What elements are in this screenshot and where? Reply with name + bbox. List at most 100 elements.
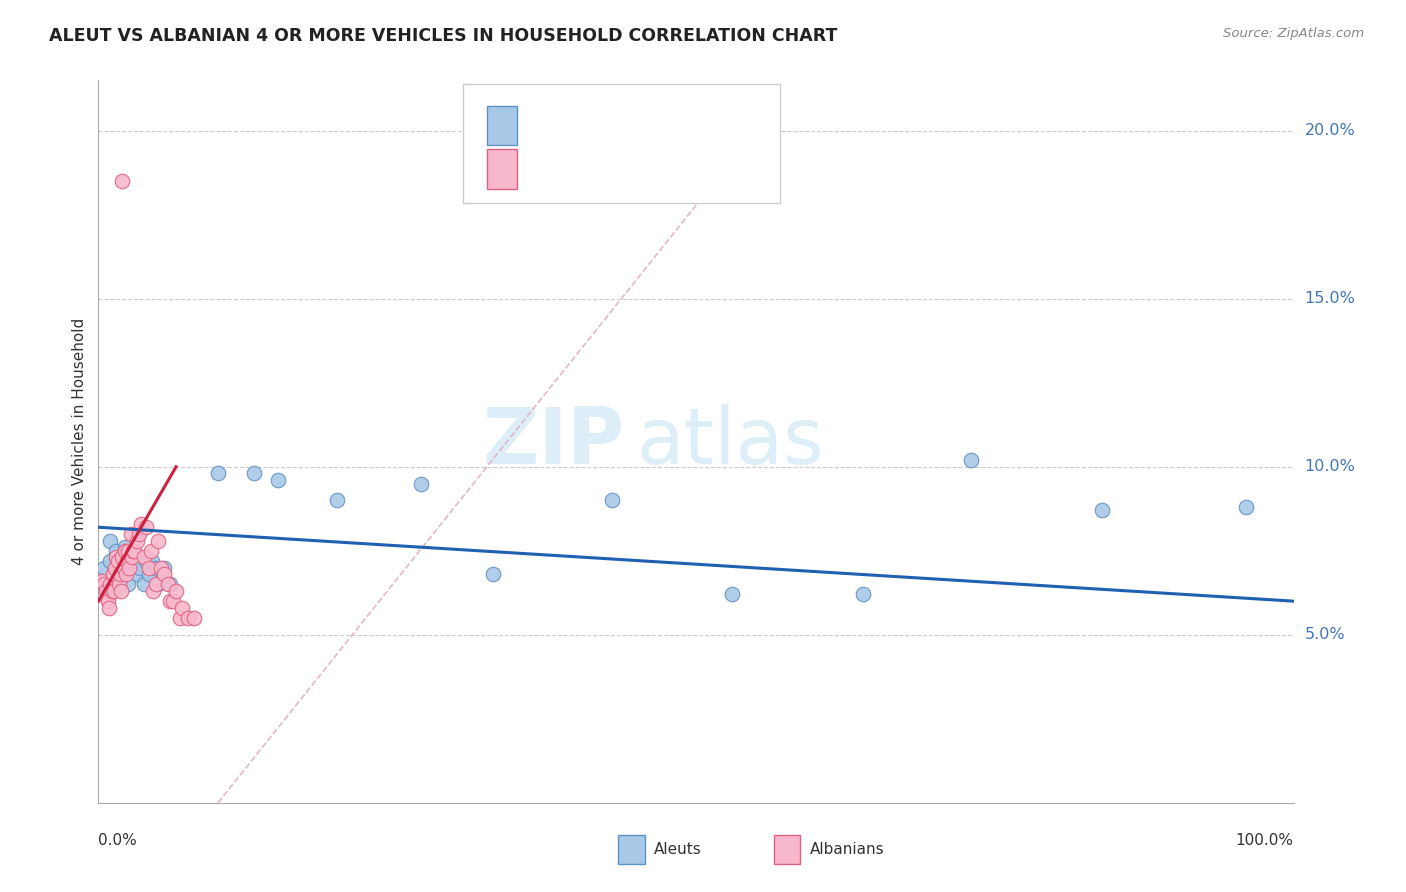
Point: [138, 560, 160, 574]
Point: [132, 550, 155, 565]
Point: [111, 550, 134, 565]
Point: [141, 554, 163, 568]
Text: 0.0%: 0.0%: [98, 833, 138, 848]
Point: [111, 550, 134, 565]
Point: [100, 584, 122, 599]
Point: [98, 577, 122, 591]
Point: [97, 594, 120, 608]
Point: [98, 533, 122, 548]
FancyBboxPatch shape: [486, 105, 517, 145]
Point: [128, 527, 150, 541]
Point: [243, 467, 266, 481]
FancyBboxPatch shape: [773, 835, 800, 864]
Point: [132, 577, 155, 591]
Text: N = 32: N = 32: [661, 119, 717, 133]
Point: [142, 584, 165, 599]
Point: [159, 577, 181, 591]
Point: [135, 554, 157, 568]
Text: 10.0%: 10.0%: [1305, 459, 1355, 475]
Point: [111, 174, 134, 188]
Point: [165, 584, 187, 599]
Point: [107, 577, 129, 591]
Point: [183, 611, 205, 625]
Point: [120, 527, 142, 541]
Point: [149, 560, 172, 574]
Point: [326, 493, 349, 508]
Text: 20.0%: 20.0%: [1305, 123, 1355, 138]
Point: [96, 591, 118, 605]
FancyBboxPatch shape: [486, 149, 517, 189]
Point: [115, 567, 138, 582]
Point: [125, 533, 148, 548]
Point: [121, 550, 143, 565]
Point: [104, 560, 127, 574]
Point: [124, 543, 146, 558]
FancyBboxPatch shape: [463, 84, 780, 203]
Point: [98, 600, 121, 615]
Point: [103, 584, 125, 599]
Point: [93, 560, 115, 574]
Text: ZIP: ZIP: [482, 403, 624, 480]
Text: 5.0%: 5.0%: [1305, 627, 1346, 642]
Text: R = -0.171: R = -0.171: [529, 119, 610, 133]
Point: [135, 520, 157, 534]
Point: [162, 594, 184, 608]
Point: [117, 577, 139, 591]
Point: [481, 567, 505, 582]
Point: [108, 567, 131, 582]
Text: 100.0%: 100.0%: [1236, 833, 1294, 848]
Point: [101, 567, 124, 582]
Point: [118, 560, 141, 574]
Point: [267, 473, 290, 487]
Point: [148, 533, 170, 548]
Point: [93, 577, 115, 591]
Text: atlas: atlas: [637, 403, 824, 480]
Point: [98, 554, 122, 568]
Point: [145, 560, 167, 574]
Point: [602, 493, 624, 508]
Point: [721, 587, 744, 601]
Point: [124, 543, 146, 558]
Point: [207, 467, 229, 481]
Point: [169, 611, 191, 625]
FancyBboxPatch shape: [619, 835, 644, 864]
Point: [177, 611, 200, 625]
Point: [110, 584, 132, 599]
Text: N = 47: N = 47: [661, 161, 717, 177]
Point: [153, 560, 176, 574]
Point: [1234, 500, 1257, 514]
Point: [172, 600, 194, 615]
Point: [117, 543, 139, 558]
Point: [125, 567, 148, 582]
Point: [138, 567, 160, 582]
Point: [105, 550, 128, 565]
Text: ALEUT VS ALBANIAN 4 OR MORE VEHICLES IN HOUSEHOLD CORRELATION CHART: ALEUT VS ALBANIAN 4 OR MORE VEHICLES IN …: [49, 27, 838, 45]
Point: [114, 541, 136, 555]
Point: [411, 476, 433, 491]
Point: [960, 453, 983, 467]
Text: Aleuts: Aleuts: [654, 842, 702, 857]
Text: Source: ZipAtlas.com: Source: ZipAtlas.com: [1223, 27, 1364, 40]
Y-axis label: 4 or more Vehicles in Household: 4 or more Vehicles in Household: [72, 318, 87, 566]
Point: [94, 584, 117, 599]
Point: [1091, 503, 1114, 517]
Point: [91, 574, 114, 588]
Point: [131, 516, 153, 531]
Point: [139, 543, 162, 558]
Point: [121, 554, 143, 568]
Point: [108, 567, 131, 582]
Point: [156, 577, 179, 591]
Text: R = 0.322: R = 0.322: [529, 161, 605, 177]
Point: [129, 560, 152, 574]
Point: [153, 567, 176, 582]
Point: [114, 543, 136, 558]
Point: [122, 543, 145, 558]
Point: [115, 554, 138, 568]
Point: [852, 587, 875, 601]
Point: [159, 594, 181, 608]
Point: [107, 554, 129, 568]
Point: [105, 543, 128, 558]
Point: [148, 577, 170, 591]
Text: 15.0%: 15.0%: [1305, 291, 1355, 306]
Point: [112, 560, 135, 574]
